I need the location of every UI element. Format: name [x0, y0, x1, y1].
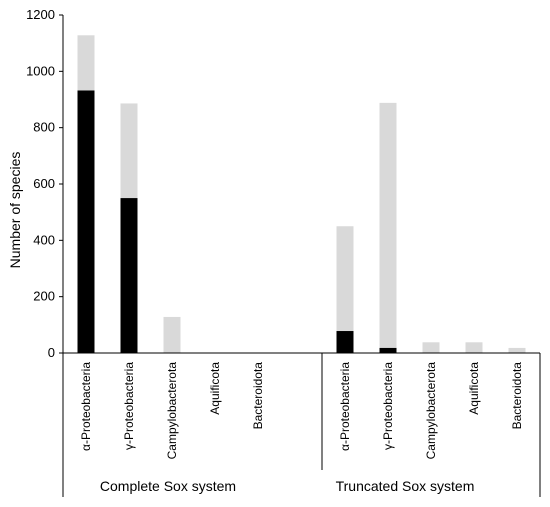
category-label: Aquificota [467, 362, 481, 415]
group-labels: Complete Sox system Truncated Sox system [100, 478, 474, 494]
bar-black-segment [77, 90, 95, 353]
group-label: Truncated Sox system [336, 478, 475, 494]
bar-grey-segment [379, 102, 397, 348]
category-label: γ-Proteobacteria [122, 362, 136, 450]
y-axis-title: Number of species [7, 152, 23, 269]
category-label: Campylobacterota [165, 362, 179, 460]
bar-grey-segment [77, 35, 95, 91]
y-tick-label: 200 [33, 289, 55, 304]
bar-grey-segment [508, 347, 526, 353]
bar-grey-segment [465, 342, 483, 353]
category-label: Campylobacterota [424, 362, 438, 460]
y-axis-tick-labels: 0 200 400 600 800 1000 1200 [26, 7, 63, 360]
bar-grey-segment [336, 226, 354, 332]
y-tick-label: 800 [33, 120, 55, 135]
y-tick-label: 0 [48, 345, 55, 360]
category-label: α-Proteobacteria [79, 362, 93, 451]
y-tick-label: 600 [33, 176, 55, 191]
bar-black-segment [336, 331, 354, 353]
bar-black-segment [120, 198, 138, 353]
category-label: Aquificota [208, 362, 222, 415]
bars [77, 35, 526, 353]
bar-grey-segment [120, 103, 138, 199]
category-label: γ-Proteobacteria [381, 362, 395, 450]
bar-black-segment [379, 347, 397, 353]
group-label: Complete Sox system [100, 478, 236, 494]
y-tick-label: 400 [33, 232, 55, 247]
category-labels: α-Proteobacteria γ-Proteobacteria Campylob… [79, 362, 524, 460]
category-label: Bacteroidota [510, 362, 524, 430]
category-label: Bacteroidota [251, 362, 265, 430]
y-tick-label: 1200 [26, 7, 55, 22]
category-label: α-Proteobacteria [338, 362, 352, 451]
axes [62, 15, 541, 497]
bar-grey-segment [422, 342, 440, 353]
bar-grey-segment [163, 316, 181, 353]
y-tick-label: 1000 [26, 63, 55, 78]
